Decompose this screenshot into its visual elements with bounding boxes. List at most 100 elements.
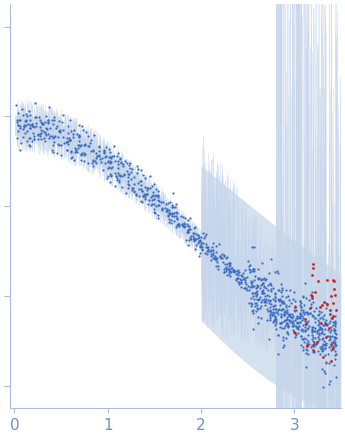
Point bbox=[244, 274, 249, 281]
Point bbox=[151, 188, 156, 195]
Point bbox=[223, 267, 228, 274]
Point bbox=[56, 118, 62, 125]
Point bbox=[68, 128, 73, 135]
Point bbox=[234, 274, 239, 281]
Point bbox=[281, 309, 286, 316]
Point bbox=[227, 262, 233, 269]
Point bbox=[295, 315, 300, 322]
Point bbox=[318, 330, 324, 337]
Point bbox=[203, 243, 209, 250]
Point bbox=[303, 320, 308, 327]
Point bbox=[323, 340, 328, 347]
Point bbox=[331, 339, 336, 346]
Point bbox=[26, 135, 31, 142]
Point bbox=[250, 265, 255, 272]
Point bbox=[292, 330, 297, 337]
Point bbox=[264, 298, 269, 305]
Point bbox=[50, 149, 56, 156]
Point bbox=[154, 203, 159, 210]
Point bbox=[42, 129, 48, 136]
Point bbox=[82, 150, 88, 157]
Point bbox=[322, 320, 328, 327]
Point bbox=[186, 236, 192, 243]
Point bbox=[298, 303, 304, 310]
Point bbox=[325, 333, 331, 340]
Point bbox=[330, 318, 336, 325]
Point bbox=[127, 165, 132, 172]
Point bbox=[223, 264, 228, 271]
Point bbox=[333, 322, 338, 329]
Point bbox=[76, 142, 81, 149]
Point bbox=[32, 124, 37, 131]
Point bbox=[231, 269, 237, 276]
Point bbox=[50, 135, 55, 142]
Point bbox=[333, 339, 338, 346]
Point bbox=[304, 319, 309, 326]
Point bbox=[23, 118, 29, 125]
Point bbox=[205, 246, 211, 253]
Point bbox=[151, 196, 157, 203]
Point bbox=[280, 344, 286, 351]
Point bbox=[259, 260, 265, 267]
Point bbox=[254, 300, 259, 307]
Point bbox=[167, 210, 172, 217]
Point bbox=[56, 142, 62, 149]
Point bbox=[78, 156, 84, 163]
Point bbox=[219, 255, 225, 262]
Point bbox=[315, 337, 321, 344]
Point bbox=[297, 310, 303, 317]
Point bbox=[319, 314, 324, 321]
Point bbox=[214, 254, 220, 261]
Point bbox=[116, 160, 121, 167]
Point bbox=[125, 178, 130, 185]
Point bbox=[333, 320, 338, 327]
Point bbox=[287, 310, 293, 317]
Point bbox=[186, 242, 191, 249]
Point bbox=[236, 281, 242, 288]
Point bbox=[200, 247, 205, 254]
Point bbox=[223, 254, 228, 261]
Point bbox=[292, 297, 297, 304]
Point bbox=[305, 311, 311, 318]
Point bbox=[51, 113, 57, 120]
Point bbox=[246, 263, 252, 270]
Point bbox=[247, 299, 252, 306]
Point bbox=[319, 347, 325, 354]
Point bbox=[213, 243, 219, 250]
Point bbox=[288, 317, 294, 324]
Point bbox=[330, 321, 336, 328]
Point bbox=[322, 322, 327, 329]
Point bbox=[284, 287, 289, 294]
Point bbox=[326, 337, 332, 344]
Point bbox=[311, 341, 316, 348]
Point bbox=[312, 288, 318, 295]
Point bbox=[309, 312, 315, 319]
Point bbox=[258, 284, 263, 291]
Point bbox=[252, 268, 257, 275]
Point bbox=[100, 166, 106, 173]
Point bbox=[79, 141, 84, 148]
Point bbox=[165, 212, 171, 219]
Point bbox=[316, 334, 321, 341]
Point bbox=[316, 322, 321, 329]
Point bbox=[178, 213, 184, 220]
Point bbox=[272, 294, 277, 301]
Point bbox=[262, 274, 267, 281]
Point bbox=[315, 277, 321, 284]
Point bbox=[181, 223, 187, 230]
Point bbox=[321, 384, 326, 391]
Point bbox=[333, 341, 338, 348]
Point bbox=[77, 143, 83, 150]
Point bbox=[327, 332, 333, 339]
Point bbox=[147, 173, 153, 180]
Point bbox=[116, 178, 122, 185]
Point bbox=[35, 131, 41, 138]
Point bbox=[279, 305, 285, 312]
Point bbox=[127, 160, 133, 167]
Point bbox=[85, 160, 91, 166]
Point bbox=[71, 156, 77, 163]
Point bbox=[17, 116, 22, 123]
Point bbox=[304, 339, 309, 346]
Point bbox=[21, 122, 27, 129]
Point bbox=[198, 250, 203, 257]
